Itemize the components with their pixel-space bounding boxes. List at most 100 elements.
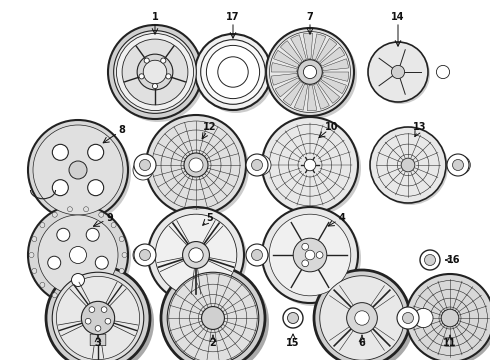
Circle shape bbox=[368, 42, 428, 102]
Text: 9: 9 bbox=[107, 213, 113, 223]
Circle shape bbox=[139, 251, 147, 260]
Circle shape bbox=[149, 118, 249, 218]
Circle shape bbox=[111, 222, 116, 228]
Polygon shape bbox=[273, 50, 299, 67]
Circle shape bbox=[314, 270, 410, 360]
Circle shape bbox=[251, 155, 271, 175]
Text: 10: 10 bbox=[325, 122, 339, 132]
Circle shape bbox=[28, 120, 128, 220]
Circle shape bbox=[40, 222, 45, 228]
Circle shape bbox=[409, 277, 490, 360]
Circle shape bbox=[195, 34, 271, 110]
Circle shape bbox=[111, 282, 116, 287]
Circle shape bbox=[52, 144, 68, 160]
Circle shape bbox=[33, 125, 123, 215]
Circle shape bbox=[218, 57, 248, 87]
Polygon shape bbox=[312, 34, 326, 60]
Polygon shape bbox=[303, 33, 313, 59]
Polygon shape bbox=[271, 73, 297, 85]
Circle shape bbox=[52, 272, 144, 360]
Polygon shape bbox=[318, 81, 340, 103]
FancyBboxPatch shape bbox=[90, 334, 106, 346]
Circle shape bbox=[161, 58, 166, 63]
Circle shape bbox=[28, 205, 128, 305]
Circle shape bbox=[452, 156, 470, 174]
Circle shape bbox=[68, 298, 73, 303]
Text: 15: 15 bbox=[286, 338, 300, 348]
Circle shape bbox=[133, 160, 153, 180]
Circle shape bbox=[139, 166, 147, 175]
Circle shape bbox=[139, 74, 144, 79]
Polygon shape bbox=[314, 84, 329, 109]
Circle shape bbox=[424, 255, 436, 266]
Circle shape bbox=[70, 247, 87, 264]
Circle shape bbox=[414, 309, 433, 328]
Circle shape bbox=[370, 127, 446, 203]
Circle shape bbox=[88, 144, 104, 160]
Circle shape bbox=[288, 312, 298, 324]
Circle shape bbox=[201, 40, 265, 104]
Text: 13: 13 bbox=[413, 122, 427, 132]
Circle shape bbox=[302, 243, 309, 250]
Circle shape bbox=[95, 256, 108, 269]
Text: 16: 16 bbox=[447, 255, 461, 265]
Circle shape bbox=[140, 159, 150, 171]
Text: 4: 4 bbox=[339, 213, 345, 223]
Circle shape bbox=[95, 325, 101, 331]
Circle shape bbox=[119, 237, 124, 242]
Circle shape bbox=[401, 158, 415, 172]
Circle shape bbox=[99, 293, 104, 298]
Circle shape bbox=[189, 158, 203, 172]
Circle shape bbox=[52, 212, 57, 217]
Text: 6: 6 bbox=[359, 338, 366, 348]
Text: 2: 2 bbox=[210, 338, 217, 348]
Text: 8: 8 bbox=[119, 125, 125, 135]
Circle shape bbox=[86, 228, 99, 241]
Circle shape bbox=[165, 270, 269, 360]
Circle shape bbox=[452, 159, 464, 171]
Circle shape bbox=[318, 274, 414, 360]
Circle shape bbox=[189, 248, 203, 262]
Circle shape bbox=[355, 311, 369, 325]
Circle shape bbox=[122, 39, 188, 105]
Circle shape bbox=[50, 270, 154, 360]
Circle shape bbox=[144, 58, 149, 63]
Circle shape bbox=[316, 252, 323, 258]
Circle shape bbox=[262, 207, 358, 303]
Text: 3: 3 bbox=[95, 338, 101, 348]
Circle shape bbox=[101, 307, 107, 312]
Circle shape bbox=[305, 250, 315, 260]
Polygon shape bbox=[320, 47, 345, 66]
Circle shape bbox=[32, 237, 37, 242]
Circle shape bbox=[85, 318, 91, 324]
Circle shape bbox=[152, 84, 158, 89]
Polygon shape bbox=[322, 59, 348, 71]
Circle shape bbox=[251, 159, 263, 171]
Circle shape bbox=[447, 154, 469, 176]
Text: 11: 11 bbox=[443, 338, 457, 348]
Circle shape bbox=[40, 282, 45, 287]
Circle shape bbox=[69, 161, 87, 179]
Circle shape bbox=[262, 117, 358, 213]
Circle shape bbox=[32, 269, 37, 273]
Polygon shape bbox=[307, 85, 317, 111]
Circle shape bbox=[140, 249, 150, 261]
Circle shape bbox=[52, 293, 57, 298]
Circle shape bbox=[105, 318, 111, 324]
Circle shape bbox=[167, 272, 259, 360]
Circle shape bbox=[99, 212, 104, 217]
Circle shape bbox=[251, 249, 263, 261]
Polygon shape bbox=[271, 63, 297, 72]
Circle shape bbox=[266, 28, 354, 116]
Circle shape bbox=[402, 312, 414, 324]
Circle shape bbox=[122, 252, 127, 257]
Circle shape bbox=[31, 123, 131, 223]
Circle shape bbox=[166, 74, 171, 79]
Circle shape bbox=[133, 245, 153, 265]
Circle shape bbox=[254, 251, 263, 259]
Circle shape bbox=[420, 250, 440, 270]
Circle shape bbox=[84, 207, 89, 212]
Circle shape bbox=[270, 32, 350, 112]
Circle shape bbox=[151, 210, 247, 306]
Circle shape bbox=[89, 307, 95, 312]
